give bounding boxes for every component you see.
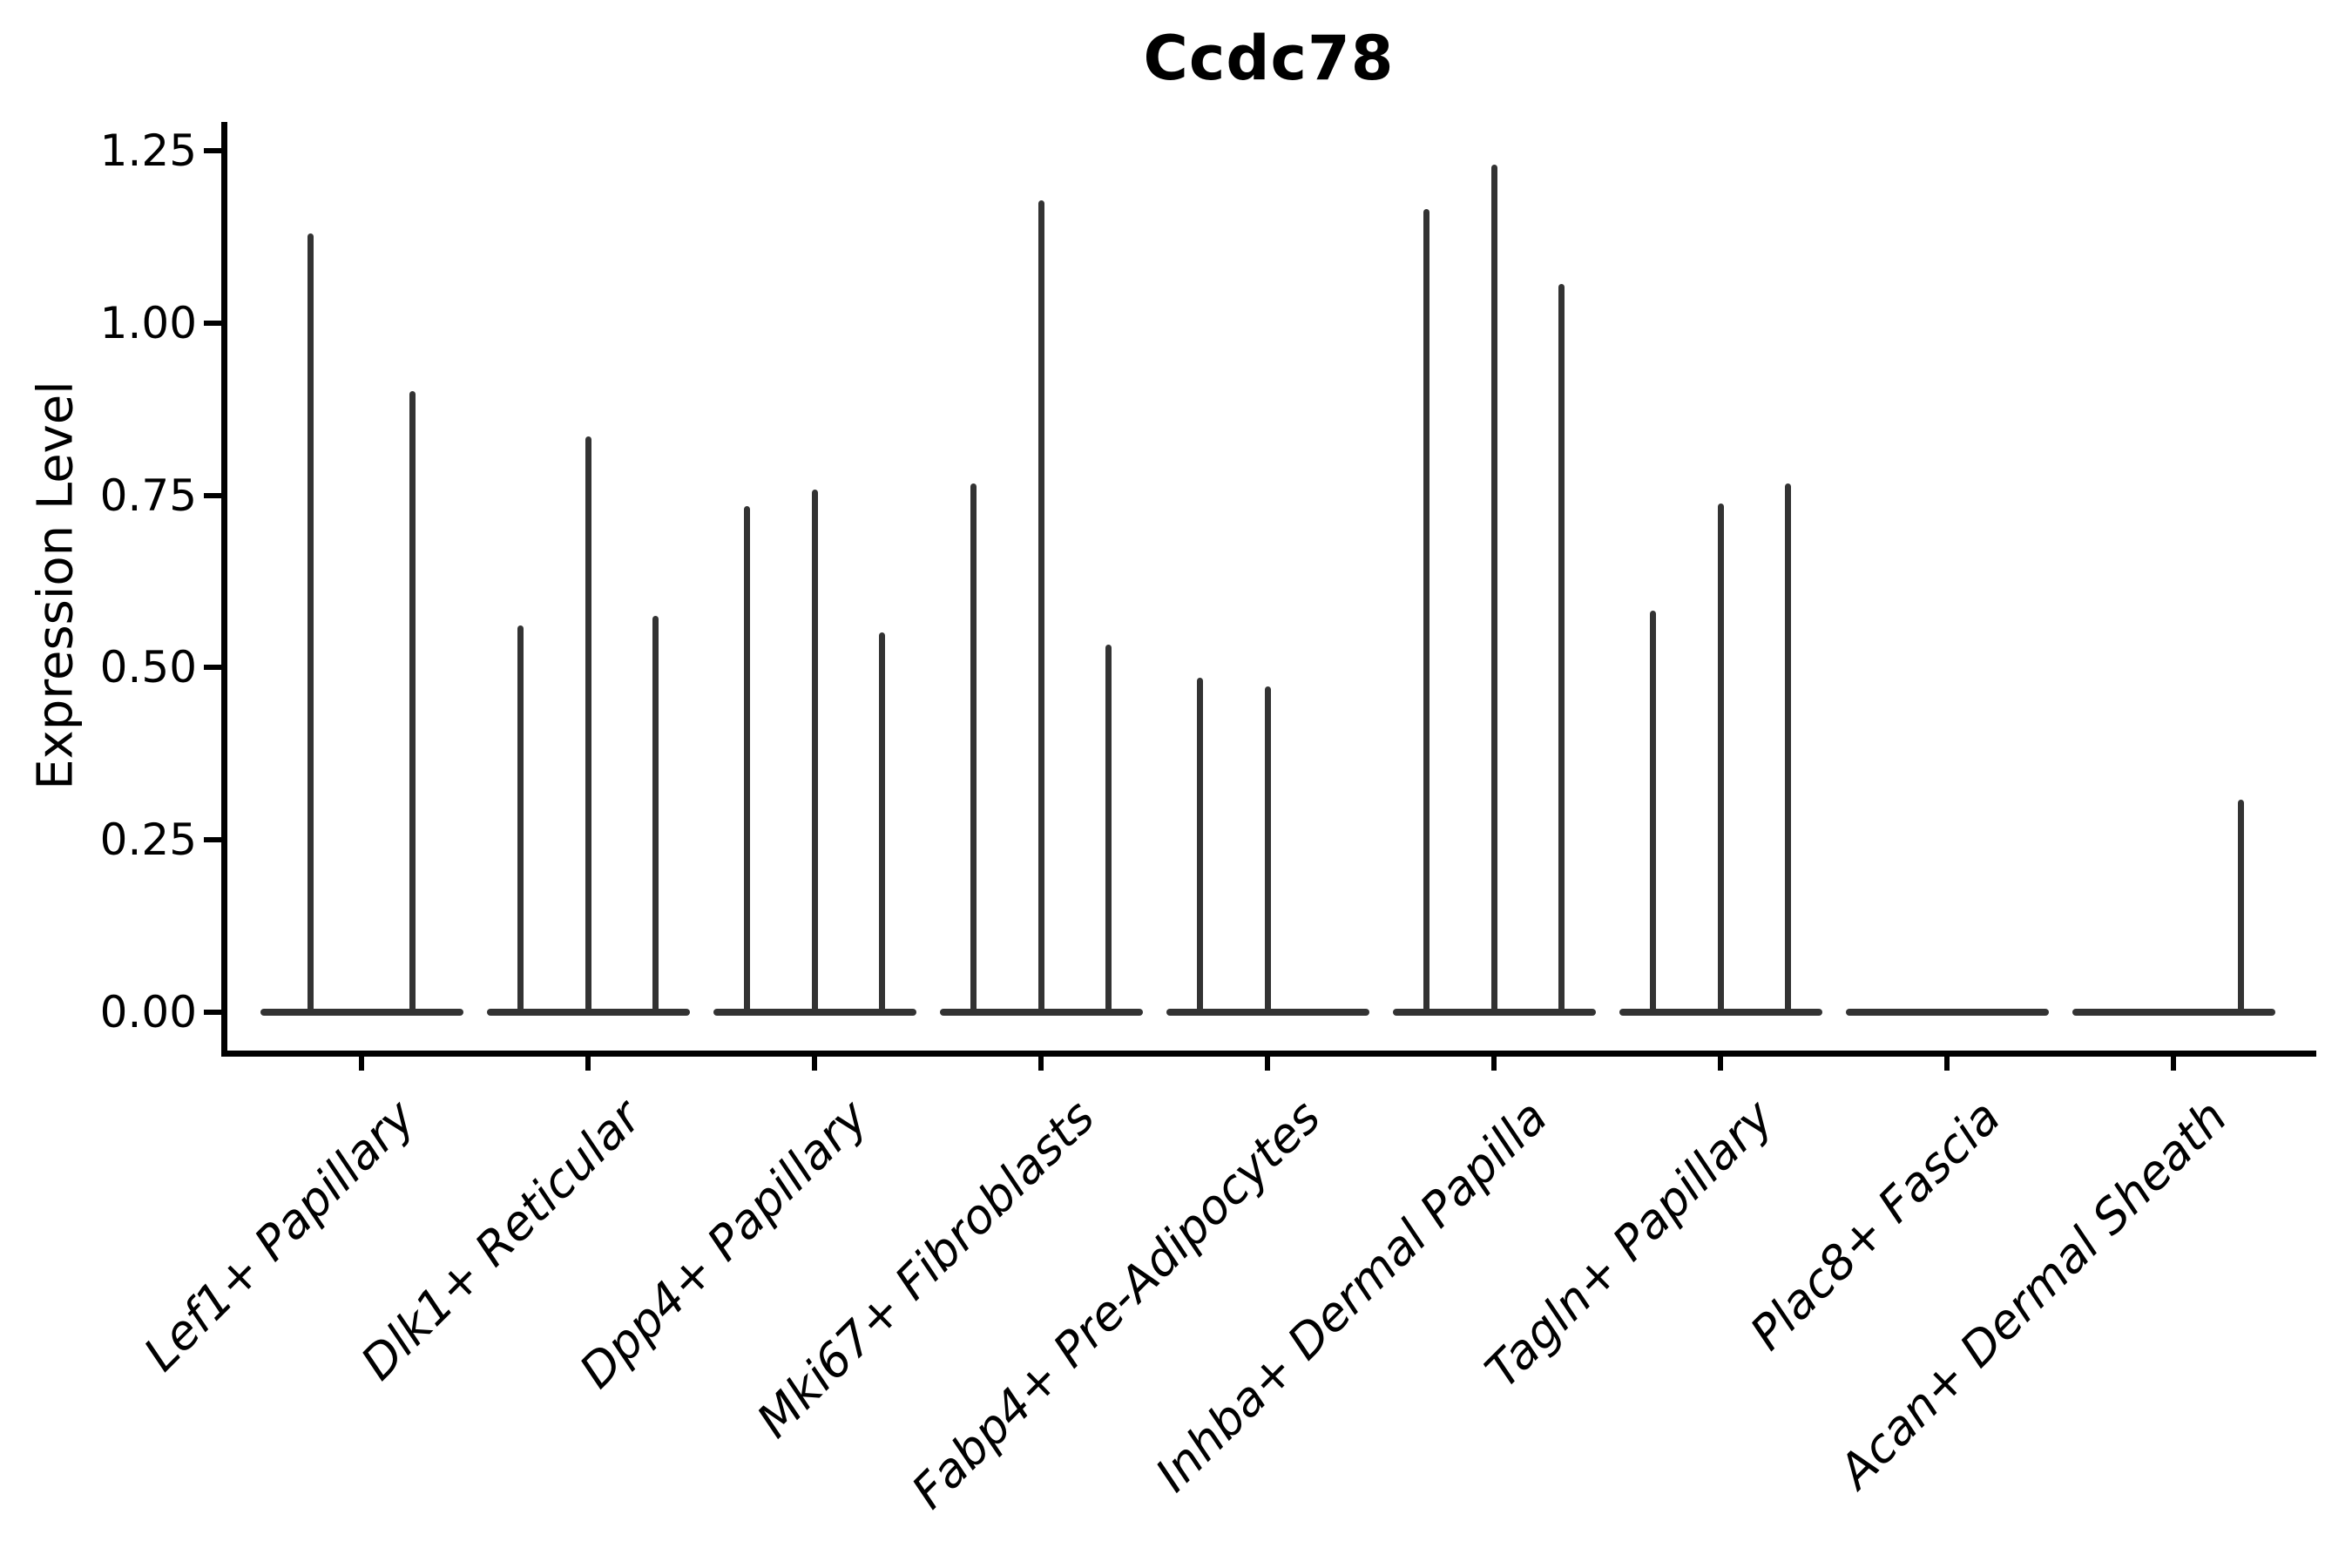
x-tick-mark: [359, 1057, 364, 1071]
violin-spike: [1196, 678, 1203, 1012]
violin-spike: [1717, 504, 1724, 1012]
y-tick-mark: [204, 320, 221, 326]
y-tick-mark: [204, 492, 221, 498]
violin-spike: [1105, 645, 1112, 1012]
violin-spike: [585, 436, 591, 1012]
x-tick-mark: [1038, 1057, 1044, 1071]
x-tick-label: Inhba+ Dermal Papilla: [1145, 1089, 1558, 1503]
x-tick-mark: [585, 1057, 591, 1071]
violin-spike: [409, 391, 416, 1012]
x-tick-mark: [812, 1057, 817, 1071]
violin-spike: [1490, 165, 1497, 1012]
violin-spike: [743, 506, 750, 1012]
violin-spike: [879, 632, 886, 1012]
y-tick-label: 0.00: [99, 987, 197, 1037]
violin-baseline: [1392, 1009, 1596, 1016]
x-tick-mark: [2171, 1057, 2176, 1071]
violin-baseline: [1619, 1009, 1822, 1016]
violin-baseline: [486, 1009, 690, 1016]
violin-spike: [1649, 611, 1656, 1012]
x-axis-spine: [221, 1051, 2316, 1057]
y-tick-label: 1.25: [99, 125, 197, 176]
y-axis-spine: [221, 122, 227, 1057]
violin-spike: [652, 616, 659, 1012]
y-tick-label: 1.00: [99, 297, 197, 348]
violin-spike: [1785, 483, 1792, 1012]
violin-spike: [1264, 686, 1271, 1012]
y-tick-label: 0.75: [99, 470, 197, 521]
chart-title: Ccdc78: [1143, 23, 1395, 94]
violin-baseline: [260, 1009, 463, 1016]
violin-baseline: [713, 1009, 916, 1016]
violin-spike: [517, 625, 524, 1012]
y-axis-label: Expression Level: [27, 381, 84, 790]
y-tick-label: 0.50: [99, 642, 197, 693]
y-tick-mark: [204, 1010, 221, 1015]
y-tick-mark: [204, 148, 221, 153]
violin-baseline: [2072, 1009, 2275, 1016]
violin-baseline: [939, 1009, 1143, 1016]
violin-spike: [1037, 200, 1044, 1012]
violin-baseline: [1845, 1009, 2049, 1016]
x-tick-mark: [1718, 1057, 1723, 1071]
y-tick-label: 0.25: [99, 814, 197, 866]
x-tick-mark: [1944, 1057, 1950, 1071]
violin-spike: [308, 233, 314, 1012]
violin-baseline: [1166, 1009, 1369, 1016]
x-tick-mark: [1491, 1057, 1497, 1071]
violin-spike: [2238, 800, 2245, 1012]
x-tick-label: Acan+ Dermal Sheath: [1828, 1089, 2238, 1499]
x-tick-label: Fabp4+ Pre-Adipocytes: [901, 1089, 1332, 1519]
y-tick-mark: [204, 837, 221, 843]
violin-spike: [1423, 209, 1429, 1012]
x-tick-mark: [1265, 1057, 1270, 1071]
y-tick-mark: [204, 665, 221, 671]
violin-spike: [970, 483, 977, 1012]
violin-spike: [811, 490, 818, 1012]
violin-spike: [1558, 284, 1565, 1012]
